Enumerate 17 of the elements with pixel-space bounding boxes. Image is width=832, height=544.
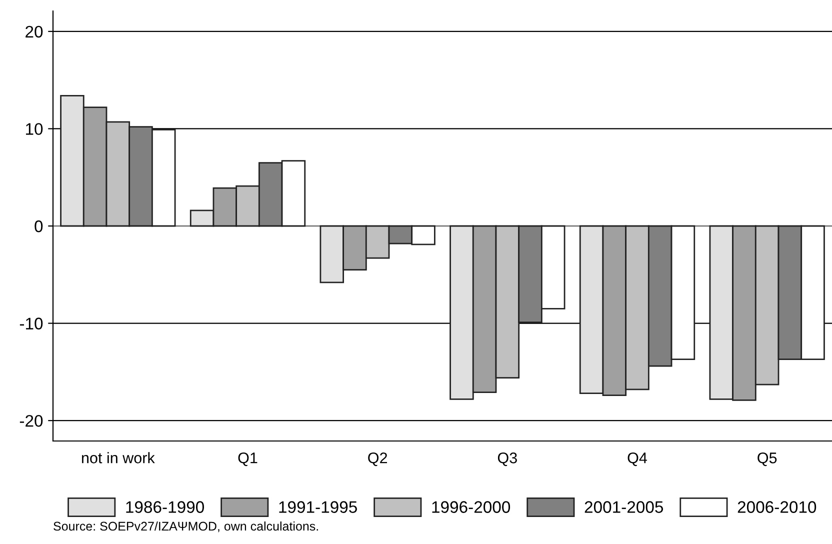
x-tick-label: not in work bbox=[82, 452, 155, 464]
y-tick-label: -10 bbox=[20, 318, 43, 330]
legend-label: 1991-1995 bbox=[279, 501, 357, 513]
legend-label: 2006-2010 bbox=[738, 501, 816, 513]
y-tick-label: 10 bbox=[26, 123, 43, 135]
x-tick-label: Q4 bbox=[628, 452, 647, 466]
legend-label: 1996-2000 bbox=[432, 501, 510, 513]
y-tick-label: -20 bbox=[20, 414, 43, 427]
source-note: Source: SOEPv27/IZAΨMOD, own calculations. bbox=[54, 521, 318, 532]
x-tick-label: Q2 bbox=[368, 452, 388, 466]
y-tick-label: 0 bbox=[34, 220, 43, 232]
x-tick-label: Q3 bbox=[498, 452, 517, 466]
legend-label: 1986-1990 bbox=[126, 501, 204, 513]
x-tick-label: Q5 bbox=[758, 452, 777, 466]
y-tick-label: 20 bbox=[26, 26, 43, 38]
legend-label: 2001-2005 bbox=[584, 501, 664, 513]
x-tick-label: Q1 bbox=[238, 452, 258, 466]
